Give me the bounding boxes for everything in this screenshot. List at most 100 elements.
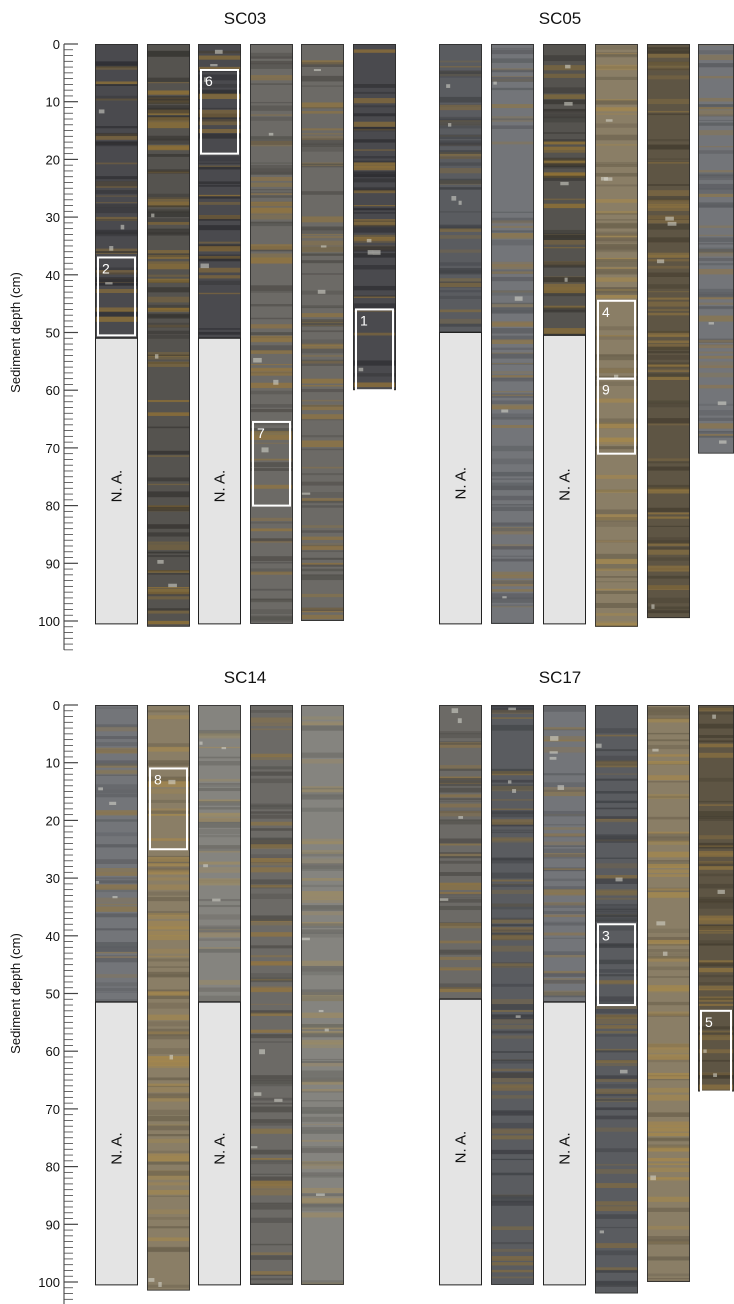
core-1: N. A.: [95, 44, 138, 625]
sediment-layer: [491, 239, 534, 246]
sediment-layer: [301, 911, 344, 916]
core-photo: [647, 44, 690, 619]
sediment-layer: [147, 1031, 190, 1037]
sediment-layer: [198, 812, 241, 817]
sediment-layer: [595, 1060, 638, 1067]
core-photo: [353, 44, 396, 391]
sediment-layer: [491, 928, 534, 933]
sediment-layer: [301, 787, 344, 790]
sediment-layer: [698, 960, 734, 963]
sediment-layer: [491, 604, 534, 607]
sample-box-frame: [200, 68, 239, 155]
sediment-layer: [250, 717, 293, 723]
sediment-layer: [353, 139, 396, 143]
sediment-layer: [491, 872, 534, 879]
sediment-layer: [491, 58, 534, 63]
sediment-layer: [491, 597, 534, 603]
sediment-layer: [595, 398, 638, 403]
sediment-layer: [353, 310, 396, 312]
sample-box-label: 7: [257, 425, 265, 441]
sediment-layer: [647, 1137, 690, 1142]
sediment-layer: [198, 867, 241, 871]
clast: [221, 747, 227, 750]
sediment-layer: [698, 242, 734, 245]
na-label: N. A.: [109, 1132, 126, 1165]
sediment-layer: [595, 734, 638, 737]
sediment-layer: [647, 955, 690, 959]
sediment-layer: [595, 489, 638, 492]
depth-tick-label: 20: [46, 152, 60, 167]
depth-tick-label: 0: [53, 698, 60, 713]
sediment-layer: [301, 499, 344, 503]
sediment-layer: [353, 83, 396, 88]
sediment-layer: [439, 295, 482, 299]
core-photo: [198, 705, 241, 1003]
sediment-layer: [491, 574, 534, 579]
sediment-layer: [301, 1175, 344, 1178]
sediment-layer: [147, 1083, 190, 1088]
sediment-layer: [543, 727, 586, 730]
sediment-layer: [439, 968, 482, 971]
sediment-layer: [647, 259, 690, 262]
sediment-layer: [95, 974, 138, 978]
sediment-layer: [647, 795, 690, 799]
sediment-layer: [250, 598, 293, 603]
sediment-layer: [543, 827, 586, 830]
sediment-layer: [439, 65, 482, 68]
sediment-layer: [301, 354, 344, 357]
sediment-layer: [301, 273, 344, 275]
sediment-layer: [95, 903, 138, 906]
sediment-layer: [147, 197, 190, 199]
sediment-layer: [198, 932, 241, 938]
sediment-layer: [198, 904, 241, 908]
sediment-layer: [647, 1239, 690, 1245]
sediment-layer: [491, 903, 534, 907]
sediment-layer: [647, 888, 690, 891]
sediment-layer: [301, 1187, 344, 1194]
core-4: [250, 44, 293, 624]
sediment-layer: [543, 113, 586, 119]
sediment-layer: [250, 60, 293, 65]
sediment-layer: [647, 364, 690, 367]
sediment-layer: [250, 1159, 293, 1162]
sediment-layer: [198, 292, 241, 295]
sediment-layer: [698, 175, 734, 181]
sediment-layer: [250, 1217, 293, 1223]
clast: [717, 889, 725, 894]
sediment-layer: [301, 1039, 344, 1045]
sediment-layer: [198, 926, 241, 933]
sediment-layer: [439, 768, 482, 771]
sediment-layer: [147, 257, 190, 259]
core-1: N. A.: [439, 44, 482, 625]
sediment-layer: [301, 481, 344, 486]
sediment-layer: [301, 550, 344, 553]
sediment-layer: [301, 891, 344, 897]
core-outline: [147, 705, 190, 1291]
sediment-layer: [698, 431, 734, 433]
sediment-layer: [595, 1267, 638, 1271]
sediment-layer: [301, 1060, 344, 1064]
sediment-layer: [198, 861, 241, 865]
sediment-layer: [647, 869, 690, 873]
sediment-layer: [647, 610, 690, 614]
sediment-layer: [647, 265, 690, 269]
sediment-layer: [543, 921, 586, 924]
core-photo: [595, 44, 638, 627]
sediment-layer: [147, 1056, 190, 1062]
core-2: [147, 705, 190, 1291]
sediment-layer: [647, 944, 690, 946]
sediment-layer: [95, 81, 138, 85]
sediment-layer: [647, 794, 690, 799]
sediment-layer: [250, 430, 293, 436]
clast: [169, 1054, 174, 1060]
sediment-layer: [95, 283, 138, 286]
sediment-layer: [595, 576, 638, 578]
depth-tick-label: 80: [46, 1160, 60, 1175]
sediment-layer: [698, 734, 734, 738]
sediment-layer: [439, 154, 482, 159]
sediment-layer: [595, 563, 638, 570]
core-outline: [301, 44, 344, 621]
sediment-layer: [647, 330, 690, 334]
sediment-layer: [250, 1243, 293, 1246]
clast: [151, 213, 155, 218]
